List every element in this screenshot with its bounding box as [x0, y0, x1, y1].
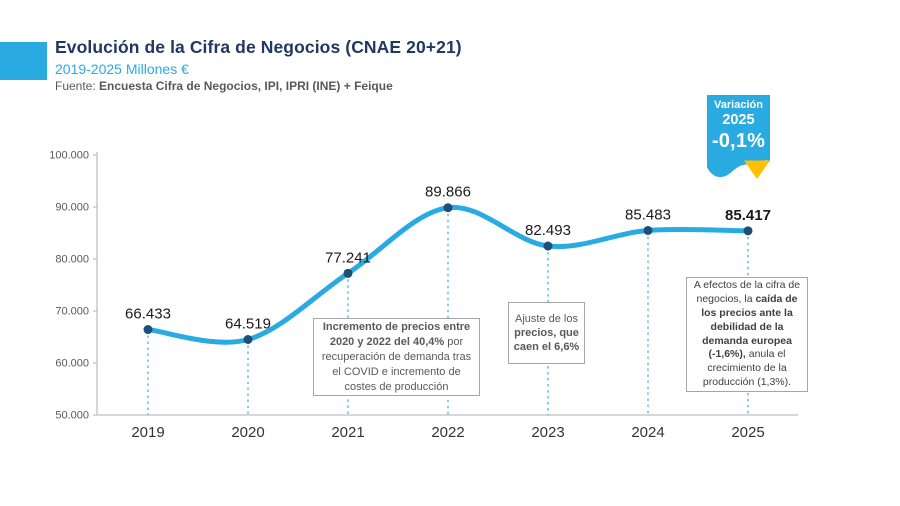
page-title: Evolución de la Cifra de Negocios (CNAE …	[55, 37, 462, 57]
x-axis-label: 2024	[631, 424, 664, 441]
data-point-marker	[543, 241, 553, 251]
text-segment: anula el crecimiento de la producción (1…	[702, 348, 792, 388]
x-axis-label: 2021	[331, 424, 364, 441]
data-point-marker	[643, 225, 653, 235]
data-point-marker	[743, 226, 753, 236]
point-value-label: 64.519	[225, 316, 271, 333]
annotation-box-2025-effect: A efectos de la cifra de negocios, la ca…	[686, 277, 808, 392]
text-segment: Encuesta Cifra de Negocios, IPI, IPRI (I…	[99, 79, 393, 93]
badge-value: -0,1%	[711, 130, 766, 152]
point-value-label: 66.433	[125, 306, 171, 323]
data-point-marker	[443, 203, 453, 213]
data-point-marker	[143, 325, 153, 335]
text-segment: caída de los precios ante la debilidad d…	[701, 293, 798, 361]
badge-ribbon-shape	[707, 95, 770, 179]
variation-badge: Variación 2025 -0,1%	[707, 95, 770, 187]
point-value-label: 89.866	[425, 184, 471, 201]
point-value-label: 85.417	[725, 207, 771, 224]
text-segment: Ajuste de los	[515, 313, 578, 325]
text-segment: Fuente:	[55, 79, 100, 93]
x-axis-label: 2020	[231, 424, 264, 441]
annotation-text: A efectos de la cifra de negocios, la ca…	[692, 279, 802, 389]
text-segment: A efectos de la cifra de negocios, la	[693, 279, 801, 306]
annotation-text: Ajuste de los precios, que caen el 6,6%	[513, 312, 580, 354]
badge-year: 2025	[722, 112, 755, 128]
ribbon-shape	[707, 95, 770, 178]
x-axis-label: 2025	[731, 424, 764, 441]
badge-label: Variación	[714, 99, 763, 111]
data-point-marker	[343, 268, 353, 278]
annotation-text: Incremento de precios entre 2020 y 2022 …	[320, 320, 473, 395]
y-axis-label: 60.000	[55, 358, 89, 370]
text-segment: por recuperación de demanda tras el COVI…	[321, 335, 472, 393]
y-axis-label: 80.000	[55, 254, 89, 266]
x-axis-label: 2023	[531, 424, 564, 441]
badge-arrow-icon	[744, 160, 770, 179]
y-axis-label: 90.000	[55, 202, 89, 214]
text-segment: precios, que caen el 6,6%	[513, 327, 580, 353]
y-axis-label: 70.000	[55, 306, 89, 318]
point-value-label: 77.241	[325, 249, 371, 266]
source-note: Fuente: Encuesta Cifra de Negocios, IPI,…	[55, 79, 393, 93]
annotation-box-prices-increase: Incremento de precios entre 2020 y 2022 …	[313, 318, 480, 396]
text-segment: Incremento de precios entre 2020 y 2022 …	[322, 320, 471, 348]
annotation-box-price-adjustment: Ajuste de los precios, que caen el 6,6%	[508, 302, 585, 364]
x-axis-label: 2019	[131, 424, 164, 441]
point-value-label: 82.493	[525, 222, 571, 239]
title-accent-block	[0, 42, 47, 80]
badge-text: Variación 2025 -0,1%	[707, 95, 770, 153]
data-point-marker	[243, 335, 253, 345]
x-axis-label: 2022	[431, 424, 464, 441]
y-axis-label: 100.000	[49, 150, 89, 162]
y-axis-label: 50.000	[55, 410, 89, 422]
point-value-label: 85.483	[625, 206, 671, 223]
page-subtitle: 2019-2025 Millones €	[55, 61, 189, 77]
